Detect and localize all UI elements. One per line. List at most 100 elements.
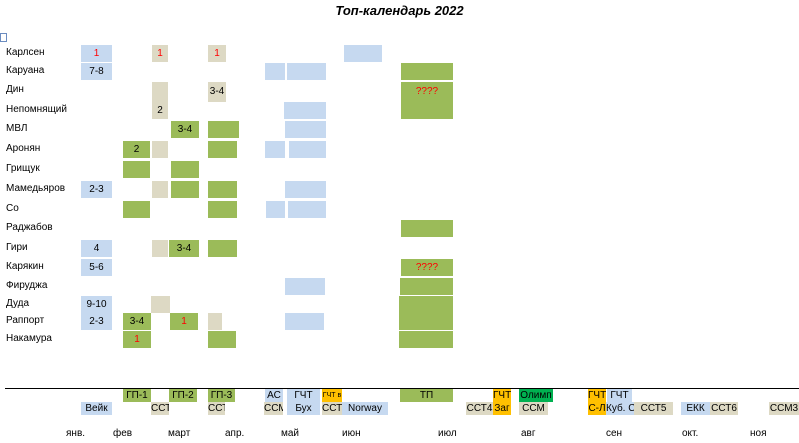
- calendar-cell[interactable]: [285, 278, 325, 295]
- month-label: янв.: [66, 428, 86, 439]
- player-name: Карлсен: [6, 47, 45, 58]
- calendar-cell[interactable]: [265, 141, 285, 158]
- calendar-cell[interactable]: [208, 313, 222, 330]
- event-label[interactable]: Бух: [287, 402, 320, 415]
- calendar-cell[interactable]: 3-4: [123, 313, 151, 330]
- event-label[interactable]: ГЧТ: [287, 389, 320, 402]
- event-label[interactable]: Заг: [493, 402, 511, 415]
- calendar-cell[interactable]: ????: [401, 259, 453, 276]
- calendar-cell[interactable]: 1: [170, 313, 198, 330]
- player-name: МВЛ: [6, 123, 28, 134]
- calendar-cell[interactable]: [152, 181, 168, 198]
- event-label[interactable]: ССТ6: [710, 402, 738, 415]
- divider: [5, 388, 799, 389]
- month-label: фев: [113, 428, 133, 439]
- calendar-cell[interactable]: [399, 313, 453, 330]
- player-name: Непомнящий: [6, 104, 67, 115]
- sheet-corner-icon[interactable]: [0, 33, 7, 42]
- month-label: июл: [438, 428, 457, 439]
- event-label[interactable]: АС: [265, 389, 283, 402]
- player-name: Раппорт: [6, 315, 45, 326]
- event-label[interactable]: ССМ3: [769, 402, 799, 415]
- calendar-cell[interactable]: [285, 313, 324, 330]
- calendar-cell[interactable]: 2-3: [81, 313, 112, 330]
- calendar-cell[interactable]: [265, 63, 285, 80]
- month-label: ноя: [750, 428, 767, 439]
- player-name: Мамедьяров: [6, 183, 66, 194]
- calendar-cell[interactable]: [344, 45, 382, 62]
- calendar-cell[interactable]: [287, 63, 326, 80]
- event-label[interactable]: С-Л: [588, 402, 606, 415]
- calendar-cell[interactable]: [151, 296, 170, 313]
- calendar-cell[interactable]: [208, 201, 237, 218]
- calendar-cell[interactable]: [288, 201, 326, 218]
- player-name: Аронян: [6, 143, 41, 154]
- calendar-cell[interactable]: 9-10: [81, 296, 112, 313]
- event-label[interactable]: ГЧТ в: [322, 389, 342, 402]
- calendar-cell[interactable]: 7-8: [81, 63, 112, 80]
- event-label[interactable]: Куб. С.: [606, 402, 634, 415]
- calendar-cell[interactable]: [285, 181, 326, 198]
- event-label[interactable]: Norway: [342, 402, 388, 415]
- calendar-cell[interactable]: [171, 181, 199, 198]
- month-label: июн: [342, 428, 361, 439]
- event-label[interactable]: ССТ4: [466, 402, 493, 415]
- event-label[interactable]: ГЧТ: [607, 389, 632, 402]
- calendar-cell[interactable]: [208, 141, 237, 158]
- calendar-cell[interactable]: [401, 102, 453, 119]
- calendar-cell[interactable]: 3-4: [171, 121, 199, 138]
- calendar-cell[interactable]: 3-4: [208, 82, 226, 102]
- event-label[interactable]: ССМ: [264, 402, 283, 415]
- calendar-cell[interactable]: 1: [123, 331, 151, 348]
- calendar-cell[interactable]: [401, 63, 453, 80]
- player-name: Гири: [6, 242, 28, 253]
- event-label[interactable]: ССТ5: [634, 402, 673, 415]
- event-label[interactable]: ГЧТ: [493, 389, 511, 402]
- calendar-cell[interactable]: [399, 296, 453, 313]
- event-label[interactable]: Олимп: [519, 389, 553, 402]
- calendar-cell[interactable]: 3-4: [169, 240, 199, 257]
- event-label[interactable]: ГП-3: [208, 389, 235, 402]
- event-label[interactable]: ТП: [400, 389, 453, 402]
- calendar-cell[interactable]: [401, 220, 453, 237]
- event-label[interactable]: ССТ: [151, 402, 169, 415]
- event-label[interactable]: ССТ3: [322, 402, 342, 415]
- calendar-cell[interactable]: [289, 141, 326, 158]
- calendar-cell[interactable]: [400, 278, 453, 295]
- event-label[interactable]: ЕКК: [681, 402, 710, 415]
- event-label[interactable]: ССМ: [519, 402, 548, 415]
- calendar-cell[interactable]: [171, 161, 199, 178]
- calendar-cell[interactable]: [208, 121, 239, 138]
- month-label: окт.: [682, 428, 699, 439]
- calendar-cell[interactable]: [284, 102, 326, 119]
- player-name: Дуда: [6, 298, 30, 309]
- calendar-cell[interactable]: [399, 331, 453, 348]
- calendar-cell[interactable]: [152, 240, 168, 257]
- calendar-cell[interactable]: [208, 181, 237, 198]
- calendar-cell[interactable]: [208, 331, 236, 348]
- calendar-cell[interactable]: 4: [81, 240, 112, 257]
- calendar-cell[interactable]: 2: [123, 141, 150, 158]
- calendar-cell[interactable]: [152, 141, 168, 158]
- calendar-cell[interactable]: 2-3: [81, 181, 112, 198]
- calendar-cell[interactable]: [123, 161, 150, 178]
- event-label[interactable]: ГП-1: [123, 389, 151, 402]
- calendar-cell[interactable]: 1: [152, 45, 168, 62]
- event-label[interactable]: ССТ: [208, 402, 225, 415]
- calendar-cell[interactable]: 1: [208, 45, 226, 62]
- calendar-cell[interactable]: 5-6: [81, 259, 112, 276]
- calendar-cell[interactable]: [208, 240, 237, 257]
- calendar-cell[interactable]: 1: [81, 45, 112, 62]
- player-name: Дин: [6, 84, 24, 95]
- calendar-cell[interactable]: [152, 82, 168, 102]
- calendar-cell[interactable]: [123, 201, 150, 218]
- month-label: сен: [606, 428, 623, 439]
- event-label[interactable]: Вейк: [81, 402, 112, 415]
- calendar-cell[interactable]: ????: [401, 82, 453, 102]
- calendar-cell[interactable]: 2: [152, 102, 168, 119]
- calendar-cell[interactable]: [266, 201, 285, 218]
- event-label[interactable]: ГЧТ: [588, 389, 606, 402]
- calendar-cell[interactable]: [285, 121, 326, 138]
- event-label[interactable]: ГП-2: [169, 389, 197, 402]
